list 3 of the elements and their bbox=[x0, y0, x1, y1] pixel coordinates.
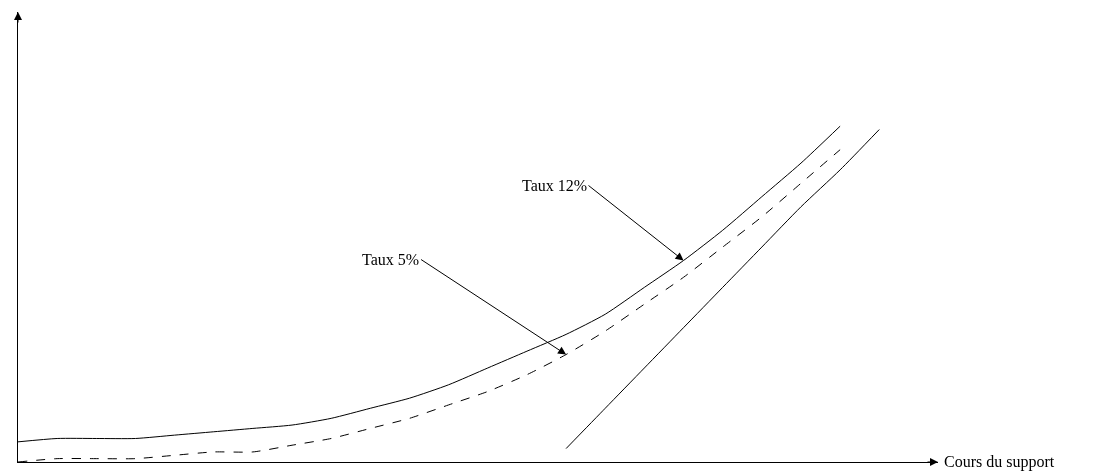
annotation: Taux 12% bbox=[522, 177, 588, 194]
annotation: Taux 5% bbox=[362, 251, 420, 268]
x-axis-title: Cours du support bbox=[944, 453, 1055, 471]
